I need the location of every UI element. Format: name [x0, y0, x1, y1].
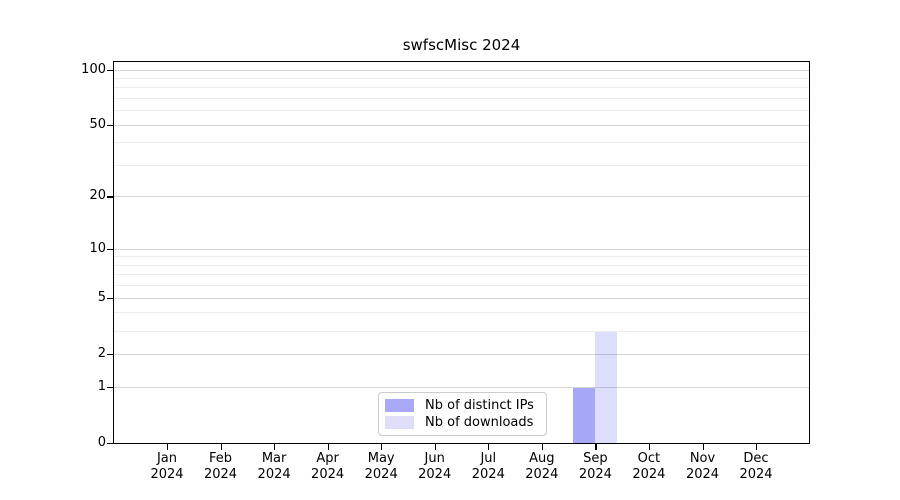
x-tick-year: 2024: [525, 467, 559, 482]
gridline-minor: [114, 165, 809, 166]
y-tick-mark: [107, 353, 113, 355]
x-tick-year: 2024: [364, 467, 398, 482]
x-tick-year: 2024: [150, 467, 184, 482]
gridline-minor: [114, 256, 809, 258]
x-tick-year: 2024: [578, 467, 612, 482]
gridline-minor: [114, 330, 809, 332]
x-tick-label: Oct 2024: [609, 451, 689, 483]
x-tick-mark: [595, 444, 597, 450]
legend-item-distinct-ips: Nb of distinct IPs: [385, 398, 540, 413]
gridline-minor: [114, 110, 809, 112]
x-tick-month: Nov: [689, 451, 716, 466]
y-tick-mark: [107, 297, 113, 299]
x-tick-year: 2024: [418, 467, 452, 482]
x-tick-label: Feb 2024: [181, 451, 261, 483]
legend-swatch-downloads-icon: [385, 416, 414, 430]
y-tick-mark: [107, 69, 113, 71]
x-tick-mark: [648, 444, 651, 450]
gridline-minor: [114, 98, 809, 99]
gridline-major: [114, 248, 809, 250]
x-tick-year: 2024: [311, 467, 345, 482]
y-tick-label: 2: [97, 345, 106, 361]
x-tick-month: Sep: [583, 451, 608, 466]
x-tick-label: May 2024: [341, 451, 421, 483]
x-tick-year: 2024: [203, 467, 238, 482]
x-tick-month: Mar: [261, 451, 287, 466]
x-tick-label: Jul 2024: [448, 451, 528, 483]
bar-distinct-ips: [573, 387, 596, 443]
y-tick-label: 100: [81, 61, 106, 77]
x-tick-year: 2024: [739, 467, 773, 482]
chart-title: swfscMisc 2024: [402, 36, 521, 54]
legend-swatch-distinct-ips-icon: [385, 398, 414, 412]
x-tick-month: Aug: [529, 451, 555, 466]
x-tick-mark: [434, 444, 436, 450]
x-tick-month: Apr: [316, 451, 339, 466]
x-tick-year: 2024: [685, 467, 720, 482]
gridline-major: [114, 69, 809, 71]
y-tick-mark: [107, 248, 113, 250]
y-tick-label: 50: [89, 116, 106, 132]
x-tick-mark: [756, 444, 758, 450]
gridline-minor: [114, 264, 809, 266]
gridline-minor: [114, 312, 809, 314]
y-tick-label: 1: [97, 378, 106, 394]
x-tick-month: Jun: [424, 451, 445, 466]
gridline-major: [114, 353, 809, 355]
x-tick-month: Oct: [637, 451, 661, 466]
x-tick-label: Nov 2024: [663, 451, 743, 483]
x-tick-year: 2024: [471, 467, 505, 482]
y-tick-mark: [107, 124, 113, 126]
x-tick-month: Jul: [480, 451, 497, 466]
x-tick-year: 2024: [632, 467, 666, 482]
gridline-minor: [114, 77, 809, 79]
x-tick-label: Apr 2024: [288, 451, 368, 483]
y-tick-mark: [107, 196, 113, 198]
x-tick-month: Dec: [743, 451, 769, 466]
gridline-major: [114, 124, 809, 126]
gridline-minor: [114, 142, 809, 144]
x-tick-month: Feb: [208, 451, 233, 466]
x-tick-mark: [327, 444, 329, 450]
legend-item-downloads: Nb of downloads: [385, 415, 540, 430]
y-tick-mark: [107, 386, 113, 388]
gridline-minor: [114, 87, 809, 89]
x-tick-mark: [702, 444, 704, 450]
y-tick-label: 10: [89, 240, 106, 256]
x-tick-mark: [274, 444, 276, 450]
legend-label-downloads: Nb of downloads: [425, 415, 534, 431]
x-tick-label: Jan 2024: [127, 451, 207, 483]
x-tick-month: May: [367, 451, 395, 466]
x-tick-mark: [488, 444, 490, 450]
x-tick-label: Aug 2024: [502, 451, 582, 483]
gridline-minor: [114, 285, 809, 287]
legend: Nb of distinct IPs Nb of downloads: [378, 392, 547, 436]
gridline-major: [114, 196, 809, 198]
x-tick-mark: [381, 444, 383, 450]
x-tick-month: Jan: [156, 451, 178, 466]
y-tick-label: 0: [97, 434, 106, 450]
x-tick-mark: [167, 444, 169, 450]
legend-label-distinct-ips: Nb of distinct IPs: [425, 397, 534, 413]
x-tick-mark: [541, 444, 543, 450]
gridline-minor: [114, 274, 809, 276]
x-tick-year: 2024: [257, 467, 291, 482]
gridline-major: [114, 386, 809, 388]
x-tick-label: Jun 2024: [395, 451, 475, 483]
x-tick-mark: [220, 444, 222, 450]
x-tick-label: Mar 2024: [234, 451, 314, 483]
gridline-major: [114, 297, 809, 299]
plot-area: [113, 61, 810, 444]
x-tick-label: Sep 2024: [555, 451, 635, 483]
x-tick-label: Dec 2024: [716, 451, 796, 483]
y-tick-label: 20: [89, 188, 106, 204]
bar-downloads: [595, 331, 618, 443]
y-tick-label: 5: [97, 289, 106, 305]
y-tick-mark: [107, 442, 113, 444]
